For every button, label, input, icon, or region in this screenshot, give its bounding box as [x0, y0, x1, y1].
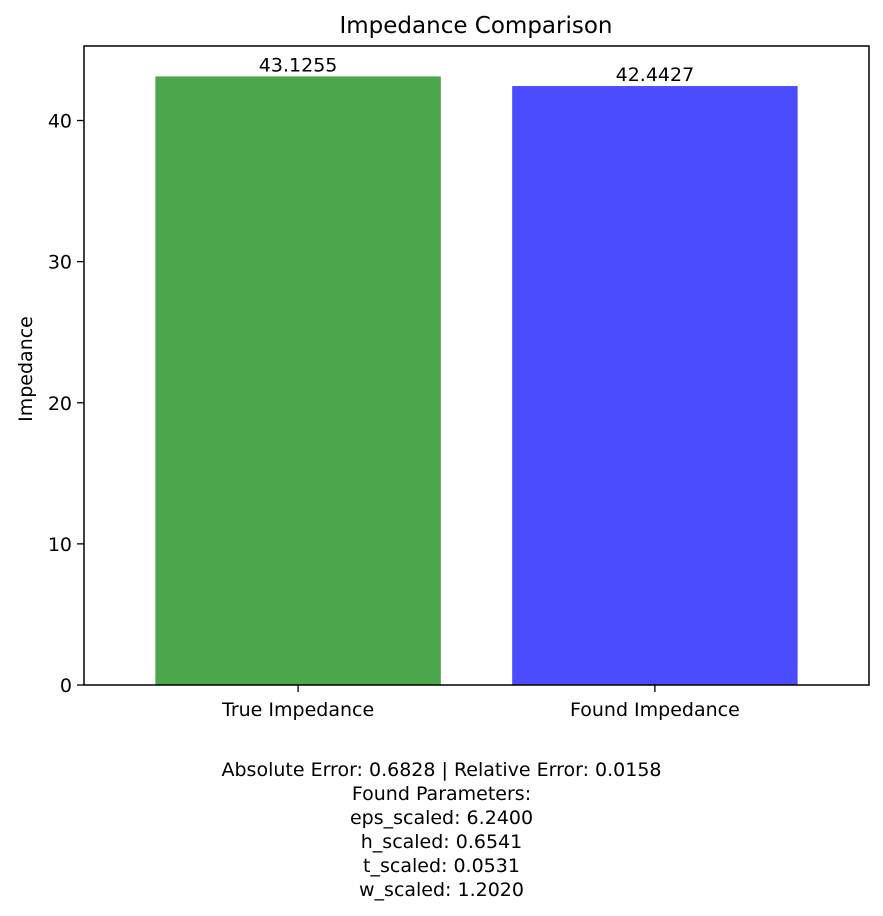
y-axis-ticks: 0 10 20 30 40: [48, 111, 84, 697]
bars-layer: 43.1255 42.4427: [155, 54, 798, 685]
y-tick-label-0: 0: [60, 675, 72, 697]
y-tick-label-3: 30: [48, 252, 72, 274]
bar-value-label-0: 43.1255: [259, 54, 338, 76]
x-tick-label-0: True Impedance: [221, 699, 374, 721]
chart-title: Impedance Comparison: [339, 13, 612, 39]
bar-value-label-1: 42.4427: [616, 64, 695, 86]
param-t-scaled: t_scaled: 0.0531: [363, 855, 520, 877]
bar-1: [512, 86, 798, 685]
error-summary: Absolute Error: 0.6828 | Relative Error:…: [221, 759, 662, 781]
footer-stats: Absolute Error: 0.6828 | Relative Error:…: [0, 758, 883, 902]
bar-0: [155, 76, 441, 685]
parameters-heading: Found Parameters:: [351, 783, 532, 805]
plot-frame: [83, 45, 870, 686]
x-axis-ticks: True Impedance Found Impedance: [221, 685, 740, 721]
x-tick-label-1: Found Impedance: [570, 699, 740, 721]
param-w-scaled: w_scaled: 1.2020: [359, 879, 524, 901]
y-tick-label-1: 10: [48, 534, 72, 556]
y-axis-label: Impedance: [15, 316, 37, 422]
param-h-scaled: h_scaled: 0.6541: [360, 831, 523, 853]
y-tick-label-4: 40: [48, 111, 72, 133]
y-tick-label-2: 20: [48, 393, 72, 415]
param-eps-scaled: eps_scaled: 6.2400: [349, 807, 534, 829]
